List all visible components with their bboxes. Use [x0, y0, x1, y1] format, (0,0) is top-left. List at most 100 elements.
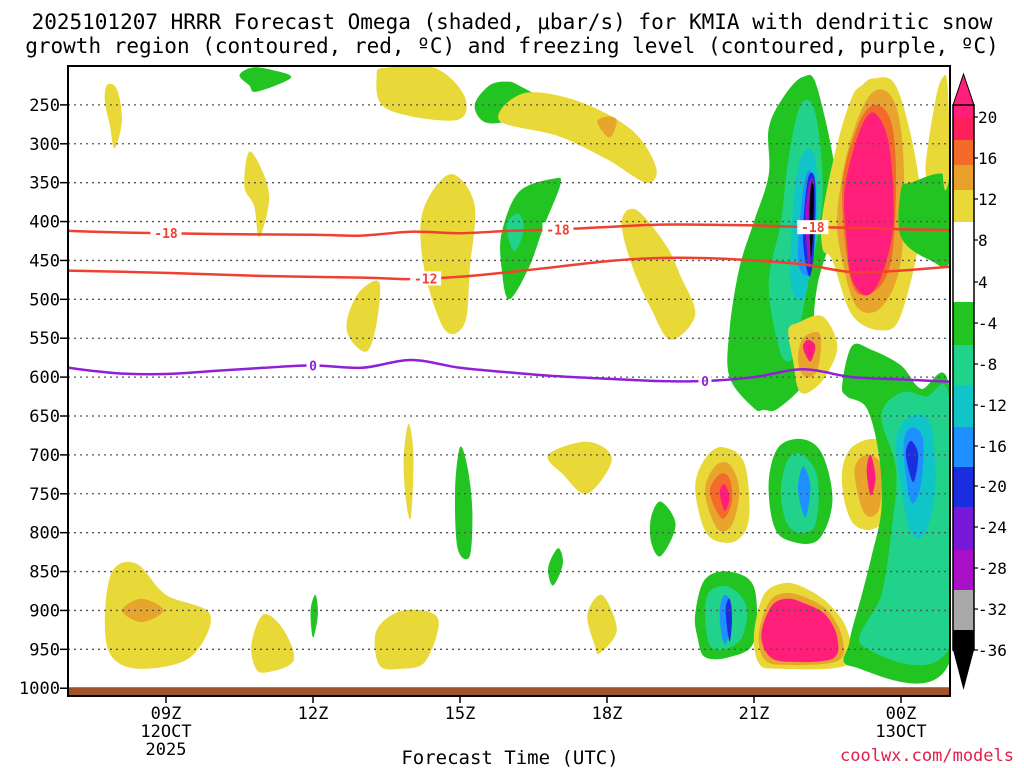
- omega-area-2: [244, 151, 270, 238]
- plot-frame: [67, 65, 951, 697]
- x-tick-label-0-0: 09Z: [151, 704, 182, 724]
- omega-area-18: [121, 598, 164, 623]
- omega-area-0: [104, 83, 122, 149]
- x-tick-label-3-0: 18Z: [592, 704, 623, 724]
- colorbar-swatch-9: [953, 467, 974, 507]
- x-tick-label-5-1: 13OCT: [875, 722, 926, 742]
- omega-area-11: [621, 208, 696, 340]
- omega-area-12: [403, 423, 414, 520]
- dendritic-growth-top-label-2: -18: [801, 221, 825, 236]
- colorbar-swatch-4: [953, 222, 974, 302]
- dendritic-growth-top-label-bg-0: [150, 226, 182, 241]
- colorbar-swatch-1: [953, 140, 974, 165]
- freezing-level-line: [68, 358, 950, 384]
- colorbar-swatch-10: [953, 507, 974, 550]
- colorbar-swatch-11: [953, 550, 974, 590]
- omega-area-6: [597, 116, 617, 138]
- colorbar-label-11: -28: [978, 559, 1007, 578]
- colorbar-label-2: 12: [978, 190, 997, 209]
- colorbar-label-0: 20: [978, 108, 997, 127]
- colorbar-bottom-arrow: [953, 650, 974, 690]
- omega-area-55: [761, 598, 839, 663]
- omega-area-48: [866, 454, 876, 496]
- colorbar-swatch-6: [953, 345, 974, 385]
- colorbar-swatch-13: [953, 630, 974, 650]
- colorbar-label-4: 4: [978, 273, 988, 292]
- y-tick-label-350: 350: [29, 174, 60, 194]
- y-tick-label-750: 750: [29, 485, 60, 505]
- omega-area-22: [587, 594, 617, 655]
- x-tick-label-1-0: 12Z: [298, 704, 329, 724]
- colorbar-label-6: -8: [978, 355, 997, 374]
- axes: 250 300 350 400 450 500 550 600 650 700 750 800 850 9…: [19, 96, 927, 760]
- freezing-level-label-0: 0: [309, 359, 317, 374]
- y-tick-label-700: 700: [29, 446, 60, 466]
- ground-surface: [68, 687, 950, 696]
- colorbar: 20 16 12 8 4 -4 -8 -12 -16 -20 -24 -28 -32 -36: [952, 72, 1007, 690]
- colorbar-swatch-0: [953, 117, 974, 140]
- temperature-contours: -18 -18 -18 -12 0 0: [68, 220, 950, 390]
- colorbar-label-7: -12: [978, 396, 1007, 415]
- colorbar-label-12: -32: [978, 600, 1007, 619]
- colorbar-label-8: -16: [978, 437, 1007, 456]
- y-tick-label-250: 250: [29, 96, 60, 116]
- colorbar-swatch-8: [953, 427, 974, 467]
- dendritic-growth-bottom-label-0: -12: [414, 272, 437, 287]
- omega-area-52: [725, 598, 732, 642]
- omega-area-8: [346, 280, 381, 352]
- y-tick-label-900: 900: [29, 601, 60, 621]
- x-tick-label-5-0: 00Z: [886, 704, 917, 724]
- y-tick-label-600: 600: [29, 368, 60, 388]
- dendritic-growth-bottom-label-bg-0: [410, 271, 442, 286]
- freezing-level-label-1: 0: [701, 375, 709, 390]
- colorbar-label-9: -20: [978, 477, 1007, 496]
- colorbar-label-13: -36: [978, 641, 1007, 660]
- omega-area-5: [498, 92, 657, 183]
- omega-area-9: [500, 177, 562, 300]
- y-tick-label-450: 450: [29, 251, 60, 271]
- y-tick-label-650: 650: [29, 407, 60, 427]
- freezing-level-label-bg-1: [698, 374, 712, 388]
- omega-area-37: [925, 74, 950, 184]
- omega-area-33: [843, 112, 894, 296]
- omega-area-42: [719, 484, 730, 511]
- dendritic-growth-bottom-line: [68, 256, 950, 281]
- omega-area-60: [905, 440, 919, 483]
- y-tick-label-850: 850: [29, 563, 60, 583]
- y-tick-label-800: 800: [29, 524, 60, 544]
- y-tick-label-950: 950: [29, 640, 60, 660]
- x-tick-label-0-2: 2025: [146, 740, 187, 760]
- colorbar-swatch-5: [953, 302, 974, 345]
- y-tick-label-550: 550: [29, 329, 60, 349]
- omega-area-3: [376, 66, 467, 121]
- omega-area-14: [547, 441, 612, 495]
- omega-area-29: [809, 180, 814, 258]
- colorbar-swatch-7: [953, 385, 974, 427]
- colorbar-label-5: -4: [978, 314, 997, 333]
- y-tick-label-1000: 1000: [19, 679, 60, 699]
- colorbar-swatch-3: [953, 190, 974, 222]
- colorbar-label-10: -24: [978, 518, 1007, 537]
- x-tick-label-2-0: 15Z: [445, 704, 476, 724]
- omega-area-13: [454, 446, 473, 560]
- dendritic-growth-top-label-0: -18: [154, 227, 178, 242]
- colorbar-swatch-2: [953, 165, 974, 190]
- dendritic-growth-top-label-bg-2: [797, 220, 829, 235]
- omega-area-7: [420, 174, 476, 335]
- omega-area-10: [506, 213, 524, 252]
- colorbar-swatch-12: [953, 590, 974, 630]
- dendritic-growth-top-label-bg-1: [542, 222, 574, 237]
- colorbar-frame: [952, 104, 975, 651]
- colorbar-top-arrow: [952, 72, 975, 106]
- omega-area-21: [374, 609, 439, 670]
- x-tick-label-4-0: 21Z: [739, 704, 770, 724]
- credit-link[interactable]: coolwx.com/models: [840, 746, 1014, 766]
- chart-title-line-1: 2025101207 HRRR Forecast Omega (shaded, …: [31, 10, 993, 34]
- freezing-level-label-bg-0: [306, 358, 320, 373]
- omega-area-36: [802, 339, 816, 362]
- omega-area-15: [548, 548, 564, 586]
- chart-title-line-2: growth region (contoured, red, ºC) and f…: [25, 34, 999, 58]
- omega-shading: [104, 66, 950, 684]
- omega-area-19: [310, 594, 318, 638]
